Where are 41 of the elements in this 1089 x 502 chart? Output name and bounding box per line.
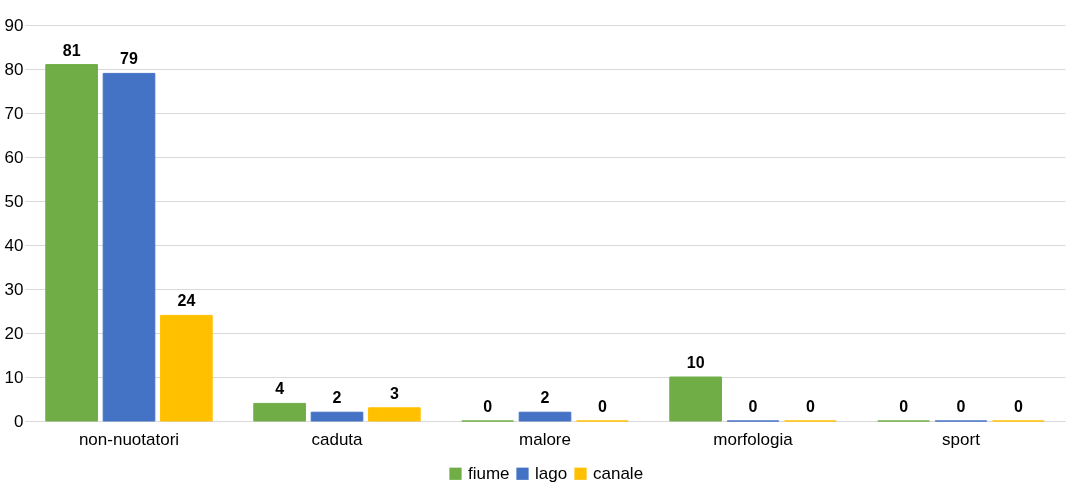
bar xyxy=(102,72,156,422)
data-label: 24 xyxy=(177,292,196,310)
bar xyxy=(310,411,364,422)
data-label: 0 xyxy=(956,398,966,415)
y-tick-label: 90 xyxy=(4,15,24,35)
data-label: 0 xyxy=(899,398,909,415)
bar xyxy=(368,407,421,422)
data-label: 2 xyxy=(332,389,342,407)
bar xyxy=(518,411,572,422)
y-tick-label: 30 xyxy=(4,279,24,299)
data-label: 0 xyxy=(483,398,493,415)
data-label: 0 xyxy=(748,398,758,415)
y-tick-label: 60 xyxy=(4,147,24,167)
data-label: 4 xyxy=(275,380,285,398)
legend-label: lago xyxy=(535,463,568,483)
data-label: 10 xyxy=(686,354,705,371)
x-tick-label: caduta xyxy=(311,429,364,449)
y-tick-label: 70 xyxy=(4,103,24,123)
legend-label: canale xyxy=(593,463,644,483)
x-tick-label: malore xyxy=(519,429,571,449)
x-tick-label: non-nuotatori xyxy=(78,429,180,449)
bar xyxy=(669,376,722,422)
data-label: 81 xyxy=(62,41,81,59)
data-label: 0 xyxy=(597,398,607,415)
y-tick-label: 0 xyxy=(14,411,24,431)
bar xyxy=(160,314,213,422)
y-tick-label: 50 xyxy=(4,191,24,211)
data-label: 79 xyxy=(120,50,138,68)
data-label: 0 xyxy=(1013,398,1023,415)
x-tick-label: sport xyxy=(942,429,981,449)
y-tick-label: 80 xyxy=(4,59,24,79)
x-tick-label: morfologia xyxy=(713,429,794,449)
legend-label: fiume xyxy=(468,463,510,483)
data-label: 3 xyxy=(389,384,399,402)
bar xyxy=(45,64,98,422)
bar xyxy=(253,402,306,422)
y-tick-label: 20 xyxy=(4,323,24,343)
data-label: 0 xyxy=(805,398,815,415)
y-tick-label: 40 xyxy=(4,235,24,255)
data-label: 2 xyxy=(540,389,550,407)
y-tick-label: 10 xyxy=(4,367,24,387)
